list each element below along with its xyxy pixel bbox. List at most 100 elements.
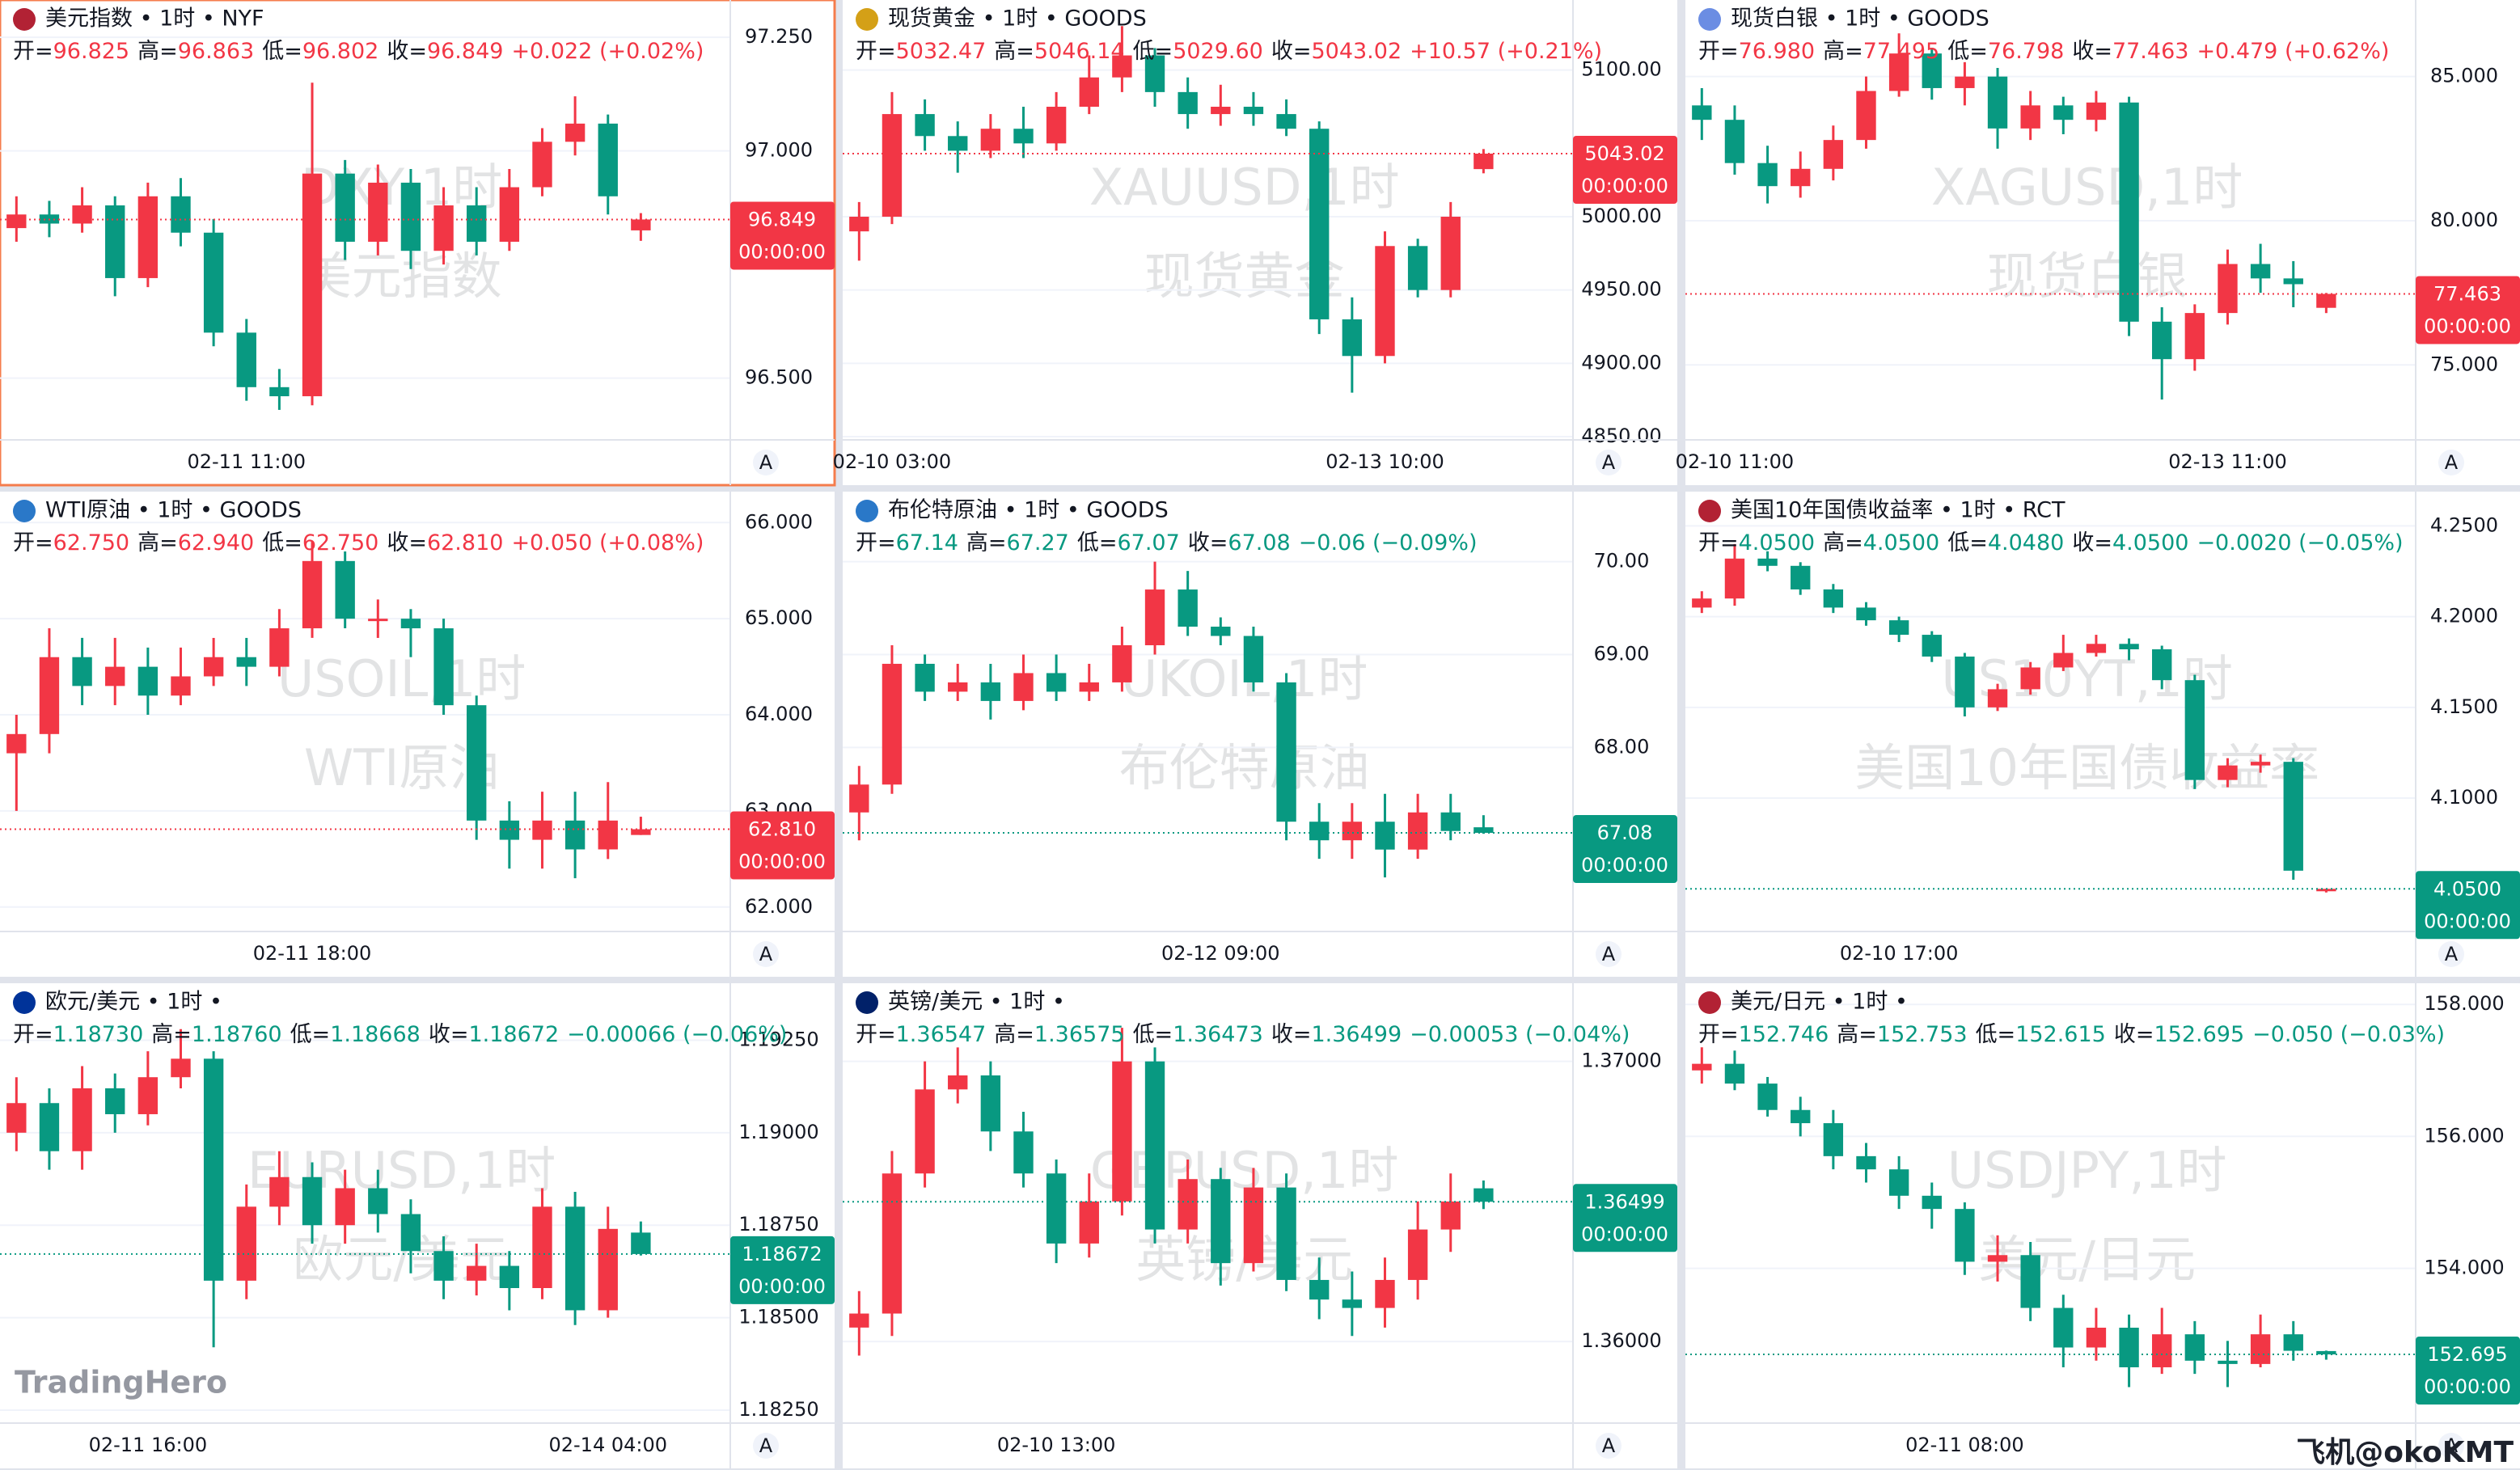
candle-body [1692,1063,1712,1071]
ohlc-value: 96.802 [302,39,378,64]
candle-body [2184,680,2205,780]
candle-body [1955,657,1975,708]
candle-body [1791,168,1811,187]
candle-body [948,136,968,151]
candle-body [335,1188,355,1226]
countdown: 00:00:00 [2424,1375,2511,1398]
ohlc-label: 收= [429,1022,469,1047]
ohlc-label: 收= [2072,530,2112,555]
scale-button-bg [1596,1433,1622,1459]
candle-body [400,1214,421,1252]
last-price-label: 5043.02 [1584,142,1664,165]
candle-body [302,560,323,629]
candle-body [2020,1255,2040,1308]
y-tick-label: 80.000 [2430,209,2498,231]
y-tick-label: 97.250 [745,25,813,48]
ohlc-label: 开= [13,39,53,64]
scale-button[interactable]: A [1602,1434,1616,1457]
candle-body [1791,565,1811,589]
candle-body [1144,1061,1165,1230]
ohlc-value: 77.463 [2112,39,2188,64]
ohlc-label: 开= [13,1022,53,1047]
scale-button[interactable]: A [2445,943,2459,965]
candle-body [1823,1123,1844,1156]
last-price-badge [730,811,835,880]
ohlc-value: 1.18668 [330,1022,421,1047]
candle-body [849,784,869,813]
last-price-label: 62.810 [748,818,816,841]
ohlc-label: 高= [994,1022,1034,1047]
candle-body [433,628,454,706]
ohlc-label: 收= [2072,39,2112,64]
candle-body [564,123,586,142]
panel [1685,0,2520,485]
candle-body [1955,76,1975,88]
candle-body [2119,102,2139,322]
candle-body [2184,313,2205,360]
scale-button[interactable]: A [759,943,773,965]
candle-body [1474,827,1494,834]
candle-body [203,1058,224,1281]
change: +0.479 (+0.62%) [2197,39,2389,64]
ohlc-value: 152.615 [2015,1022,2106,1047]
candle-body [915,114,935,137]
change: −0.050 (−0.03%) [2252,1022,2445,1047]
ohlc-line: 开=76.980 高=77.495 低=76.798 收=77.463 +0.479 (… [1698,39,2389,64]
scale-button[interactable]: A [2445,451,2459,474]
symbol-title: 美元/日元 • 1时 • [1731,990,1908,1015]
y-tick-label: 62.000 [745,895,813,918]
y-tick-label: 4900.00 [1581,351,1661,374]
x-tick-label: 02-10 03:00 [833,450,952,473]
candle-body [105,666,125,686]
y-tick-label: 97.000 [745,139,813,162]
last-price-label: 77.463 [2433,282,2501,305]
scale-button[interactable]: A [1602,943,1616,965]
scale-button[interactable]: A [759,1434,773,1457]
ohlc-value: 5029.60 [1173,39,1263,64]
change: −0.06 (−0.09%) [1299,530,1478,555]
scale-button[interactable]: A [2445,1434,2459,1457]
countdown: 00:00:00 [1581,854,1668,877]
candle-body [433,205,454,251]
change: −0.00066 (−0.06%) [567,1022,787,1047]
ohlc-value: 1.36473 [1173,1022,1263,1047]
ohlc-line: 开=1.36547 高=1.36575 低=1.36473 收=1.36499 −0.0… [856,1022,1630,1047]
ohlc-label: 开= [856,39,896,64]
ohlc-label: 收= [1271,39,1312,64]
candle-body [1243,107,1264,115]
ohlc-value: 67.07 [1117,530,1179,555]
ohlc-value: 67.27 [1007,530,1069,555]
candle-body [1692,105,1712,120]
candle-body [915,663,935,692]
candle-body [1079,682,1099,692]
candle-body [1046,1173,1067,1244]
countdown: 00:00:00 [738,1275,826,1298]
candle-body [980,682,1001,701]
x-tick-label: 02-11 16:00 [89,1434,208,1456]
candle-body [1440,1201,1461,1230]
ohlc-label: 高= [151,1022,192,1047]
candle-body [236,657,256,667]
ohlc-line: 开=5032.47 高=5046.14 低=5029.60 收=5043.02 +10.… [856,39,1602,64]
scale-button[interactable]: A [759,451,773,474]
candle-body [598,123,618,196]
candle-body [2184,1334,2205,1361]
y-tick-label: 4.1000 [2430,786,2498,809]
y-tick-label: 5100.00 [1581,58,1661,81]
candle-body [2283,1334,2303,1351]
countdown: 00:00:00 [2424,315,2511,337]
candle-body [6,214,27,229]
scale-button[interactable]: A [1602,451,1616,474]
ohlc-value: 1.36499 [1311,1022,1402,1047]
y-tick-label: 156.000 [2424,1124,2504,1147]
x-tick-label: 02-13 10:00 [1326,450,1444,473]
candle-body [564,820,586,850]
candle-body [269,628,290,667]
panel [0,492,835,977]
candle-body [2316,1350,2336,1355]
candle-body [1888,1169,1909,1196]
ohlc-value: 67.14 [896,530,958,555]
ohlc-value: 1.36575 [1034,1022,1125,1047]
candle-body [1046,107,1067,144]
candle-body [1407,812,1428,850]
